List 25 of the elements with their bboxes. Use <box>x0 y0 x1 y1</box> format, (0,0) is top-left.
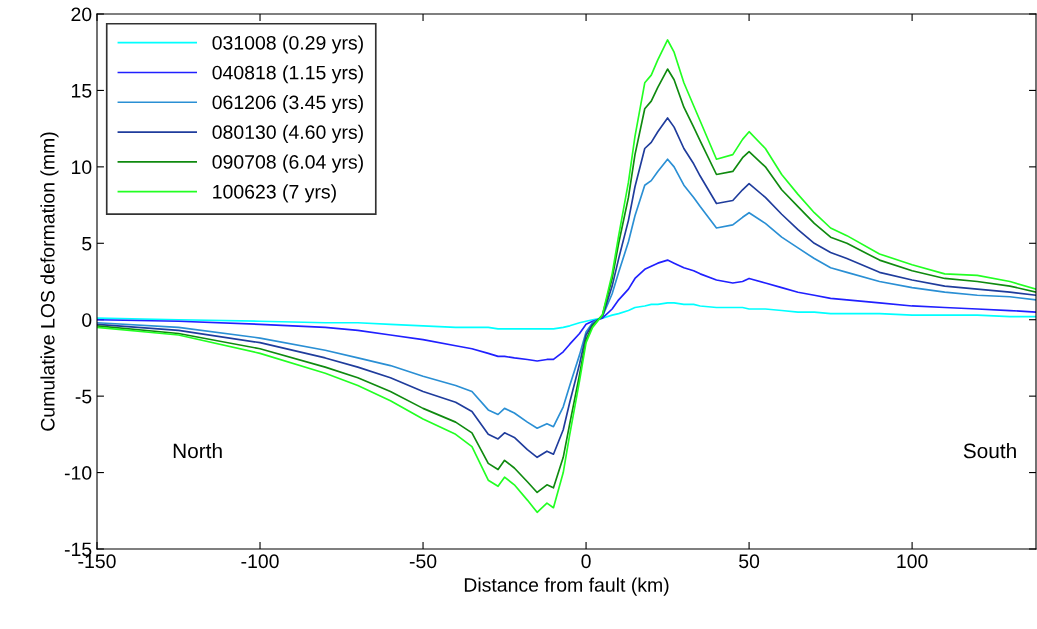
x-tick-label: -50 <box>409 554 437 569</box>
legend-label: 040818 (1.15 yrs) <box>212 65 363 84</box>
annotation: North <box>173 442 222 459</box>
annotation: South <box>963 442 1016 459</box>
legend-label: 031008 (0.29 yrs) <box>212 35 363 54</box>
x-tick-label: 100 <box>897 554 928 569</box>
legend-label: 090708 (6.04 yrs) <box>212 154 363 173</box>
legend-label: 080130 (4.60 yrs) <box>212 124 363 143</box>
x-tick-label: 50 <box>739 554 760 569</box>
y-tick-label: 5 <box>82 236 92 251</box>
x-tick-label: 0 <box>581 554 591 569</box>
line-series <box>97 302 1036 330</box>
y-tick-label: 10 <box>72 160 92 175</box>
legend-label: 100623 (7 yrs) <box>213 184 336 203</box>
y-tick-label: 0 <box>82 313 92 327</box>
y-tick-label: 20 <box>71 7 92 22</box>
y-tick-label: -10 <box>64 466 92 480</box>
legend-label: 061206 (3.45 yrs) <box>212 94 363 114</box>
line-series <box>97 259 1036 362</box>
x-tick-label: -100 <box>241 554 279 569</box>
y-tick-label: 15 <box>72 84 92 98</box>
x-axis-title: Distance from fault (km) <box>464 577 669 596</box>
y-axis-title: Cumulative LOS deformation (mm) <box>40 132 59 431</box>
line-series <box>97 117 1036 459</box>
y-tick-label: -5 <box>75 389 92 404</box>
